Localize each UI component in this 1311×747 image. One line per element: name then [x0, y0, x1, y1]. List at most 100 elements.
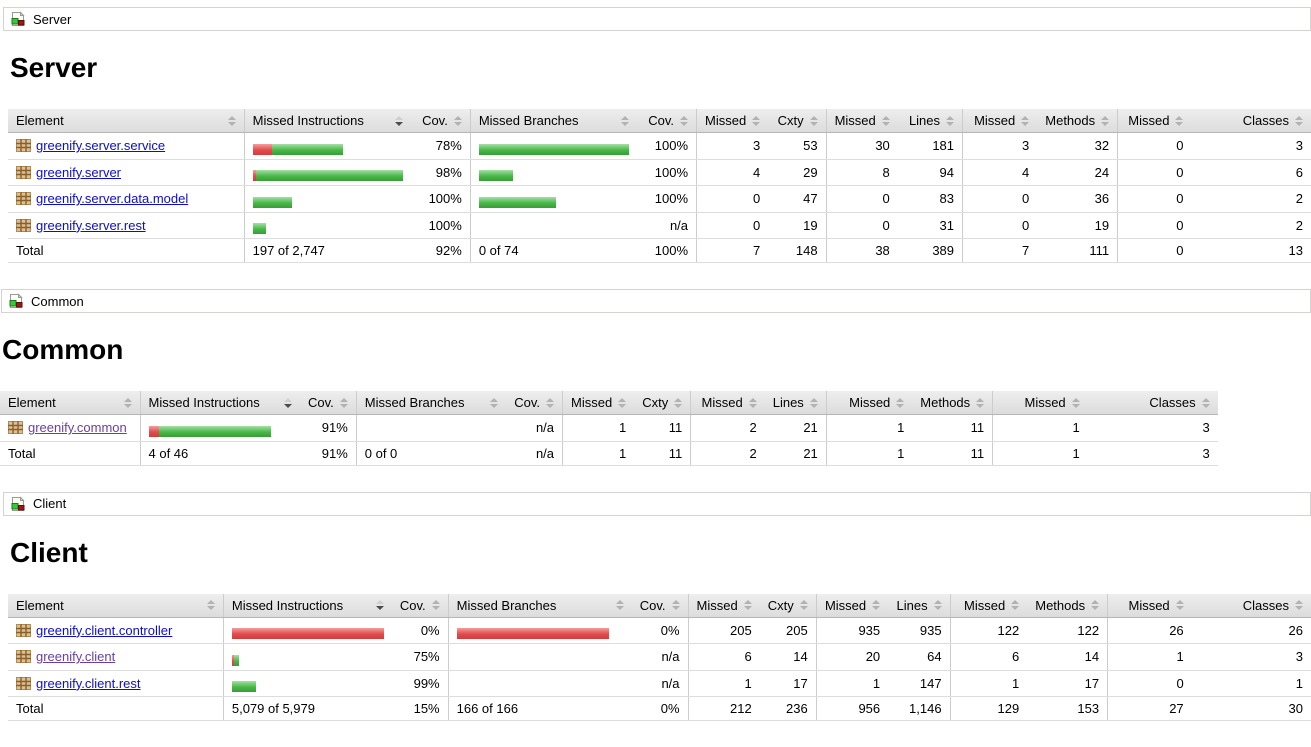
column-header-missed-branches[interactable]: Missed Branches: [457, 598, 624, 613]
sort-icon: [743, 600, 752, 610]
table-row: greenify.client 75% n/a 6 14 20 64 6 14 …: [8, 643, 1311, 671]
missed-lines-cell: 0: [825, 212, 898, 239]
missed-branches-bar-cell: [447, 617, 632, 644]
column-header-element[interactable]: Element: [16, 113, 236, 128]
sort-icon: [933, 600, 942, 610]
column-header-missed-methods[interactable]: Missed: [971, 113, 1030, 128]
column-header-methods[interactable]: Methods: [1035, 598, 1100, 613]
page-title: Common: [2, 334, 124, 365]
column-header-cov-instructions[interactable]: Cov.: [308, 395, 348, 410]
sort-icon: [671, 600, 680, 610]
column-header-missed-classes[interactable]: Missed: [1116, 598, 1184, 613]
column-header-lines[interactable]: Lines: [896, 598, 942, 613]
column-header-missed-instructions[interactable]: Missed Instructions: [253, 113, 403, 128]
package-link[interactable]: greenify.server.data.model: [36, 191, 189, 207]
column-header-cov-branches[interactable]: Cov.: [640, 598, 680, 613]
green-bar-segment: [231, 681, 256, 692]
classes-cell: 3: [1191, 132, 1311, 160]
missed-instructions-bar-cell: [243, 185, 411, 213]
column-header-element[interactable]: Element: [16, 598, 215, 613]
missed-cxty-cell: 1: [687, 670, 760, 697]
sort-icon: [809, 397, 818, 408]
sort-icon: [976, 397, 985, 408]
column-header-missed-methods[interactable]: Missed: [959, 598, 1020, 613]
column-header-missed-instructions[interactable]: Missed Instructions: [232, 598, 384, 613]
column-header-cov-branches[interactable]: Cov.: [514, 395, 555, 410]
page-title: Server: [10, 52, 98, 83]
column-header-cov-branches[interactable]: Cov.: [645, 113, 689, 128]
total-missed-cxty: 212: [687, 696, 760, 721]
table-row: greenify.client.rest 99% n/a 1 17 1 147 …: [8, 670, 1311, 697]
column-header-missed-cxty[interactable]: Missed: [571, 395, 627, 410]
sort-icon: [490, 397, 499, 408]
column-header-classes[interactable]: Classes: [1199, 113, 1303, 128]
branches-cov-cell: n/a: [506, 414, 563, 442]
column-header-cov-instructions[interactable]: Cov.: [419, 113, 462, 128]
package-link[interactable]: greenify.server.rest: [36, 217, 146, 233]
package-link[interactable]: greenify.client.controller: [36, 622, 173, 638]
column-header-missed-instructions[interactable]: Missed Instructions: [149, 395, 292, 410]
classes-cell: 3: [1087, 414, 1218, 442]
package-link[interactable]: greenify.client: [36, 649, 116, 665]
column-header-missed-methods[interactable]: Missed: [835, 395, 905, 410]
total-instructions: 197 of 2,747: [243, 238, 411, 263]
column-header-methods[interactable]: Methods: [920, 395, 985, 410]
missed-classes-cell: 1: [992, 414, 1088, 442]
total-instructions-cov: 92%: [410, 238, 471, 263]
column-header-missed-lines[interactable]: Missed: [699, 395, 757, 410]
cxty-cell: 17: [759, 670, 817, 697]
column-header-cxty[interactable]: Cxty: [768, 598, 808, 613]
missed-methods-cell: 0: [962, 185, 1038, 213]
column-header-lines[interactable]: Lines: [906, 113, 955, 128]
table-row: greenify.server.service 78% 100% 3 53 30…: [8, 132, 1311, 160]
missed-branches-bar-cell: [469, 185, 637, 213]
column-header-missed-classes[interactable]: Missed: [1001, 395, 1080, 410]
missed-classes-cell: 0: [1117, 159, 1192, 186]
column-header-cov-instructions[interactable]: Cov.: [400, 598, 440, 613]
total-missed-lines: 956: [815, 696, 889, 721]
column-header-missed-lines[interactable]: Missed: [835, 113, 890, 128]
missed-methods-cell: 4: [962, 159, 1038, 186]
total-branches-cov: 100%: [636, 238, 697, 263]
column-header-lines[interactable]: Lines: [773, 395, 818, 410]
package-link[interactable]: greenify.client.rest: [36, 675, 141, 691]
green-bar-segment: [478, 143, 629, 155]
column-header-methods[interactable]: Methods: [1045, 113, 1110, 128]
element-cell: greenify.client.controller: [8, 617, 224, 644]
total-missed-cxty: 1: [562, 441, 635, 466]
branches-cov-cell: 100%: [636, 185, 697, 213]
breadcrumb-label: Client: [33, 496, 67, 511]
column-header-classes[interactable]: Classes: [1200, 598, 1303, 613]
column-header-missed-branches[interactable]: Missed Branches: [365, 395, 499, 410]
sort-desc-icon: [394, 115, 403, 126]
sort-desc-icon: [284, 397, 292, 408]
package-link[interactable]: greenify.server.service: [36, 138, 166, 154]
sort-icon: [1091, 600, 1100, 610]
missed-methods-cell: 1: [949, 670, 1028, 697]
column-header-missed-cxty[interactable]: Missed: [697, 598, 752, 613]
sort-icon: [1021, 115, 1030, 126]
package-icon: [16, 165, 31, 179]
package-link[interactable]: greenify.common: [28, 420, 127, 436]
column-header-element[interactable]: Element: [8, 395, 132, 410]
sort-icon: [872, 600, 881, 610]
column-header-missed-branches[interactable]: Missed Branches: [479, 113, 629, 128]
element-cell: greenify.client.rest: [8, 670, 224, 697]
column-header-classes[interactable]: Classes: [1096, 395, 1210, 410]
branches-cov-cell: 100%: [636, 132, 697, 160]
methods-cell: 11: [912, 414, 993, 442]
package-link[interactable]: greenify.server: [36, 164, 122, 180]
classes-cell: 2: [1191, 185, 1311, 213]
sort-icon: [946, 115, 955, 126]
missed-lines-cell: 20: [815, 643, 889, 671]
column-header-missed-lines[interactable]: Missed: [825, 598, 881, 613]
total-missed-classes: 27: [1107, 696, 1192, 721]
green-bar-segment: [478, 170, 513, 181]
red-bar-segment: [252, 143, 272, 155]
column-header-missed-cxty[interactable]: Missed: [705, 113, 761, 128]
column-header-cxty[interactable]: Cxty: [776, 113, 818, 128]
missed-instructions-bar-cell: [222, 643, 392, 671]
column-header-cxty[interactable]: Cxty: [642, 395, 683, 410]
missed-branches-bar-cell: [469, 132, 637, 160]
column-header-missed-classes[interactable]: Missed: [1126, 113, 1184, 128]
